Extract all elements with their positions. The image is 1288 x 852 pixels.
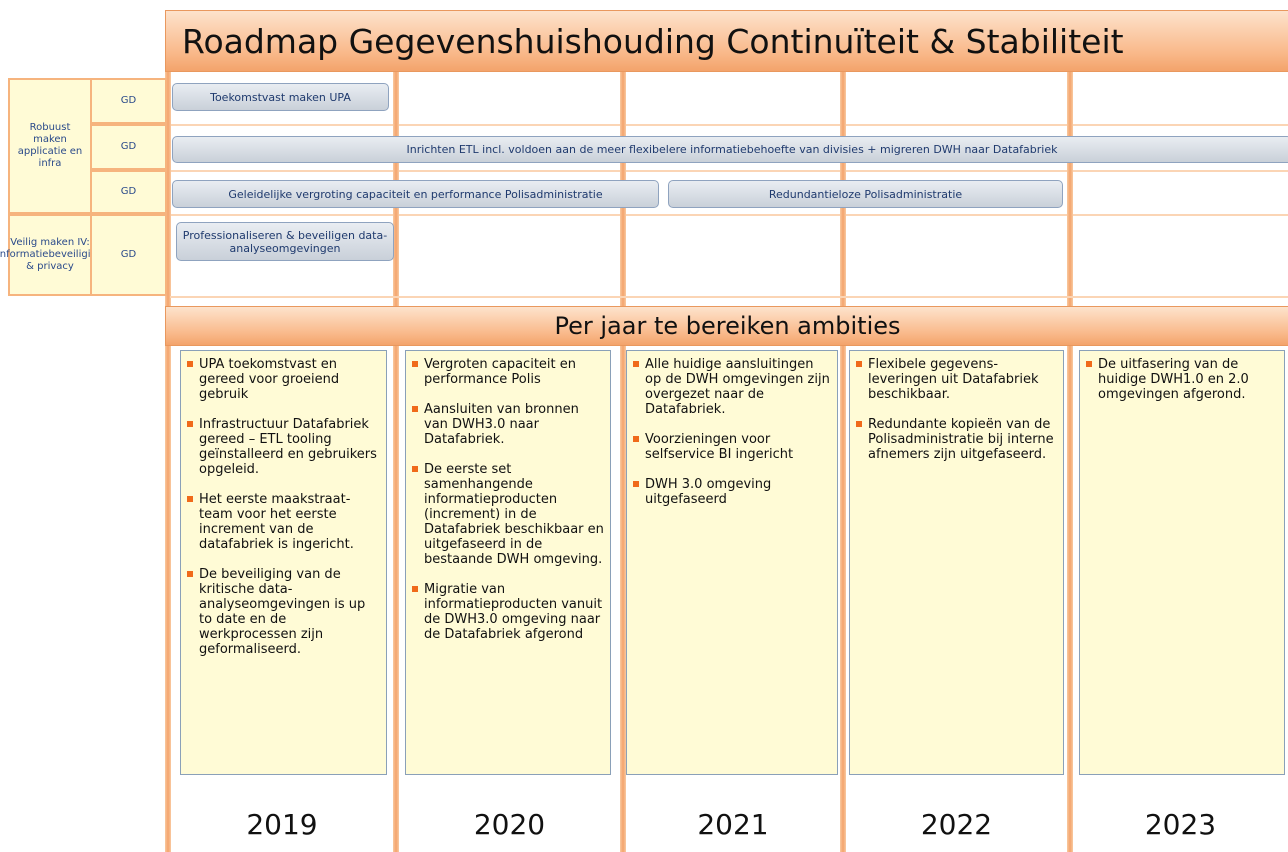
ambition-item: Flexibele gegevens-leveringen uit Datafa…	[856, 357, 1057, 402]
year-separator	[1067, 346, 1073, 852]
ambition-box: Vergroten capaciteit en performance Poli…	[405, 350, 611, 775]
year-separator	[840, 346, 846, 852]
ambition-item: Vergroten capaciteit en performance Poli…	[412, 357, 604, 387]
ambitions-title: Per jaar te bereiken ambities	[165, 306, 1288, 346]
ambition-item: Alle huidige aansluitingen op de DWH omg…	[633, 357, 831, 417]
year-label: 2019	[246, 808, 318, 841]
row-label: GD	[90, 214, 167, 296]
row-label: GD	[90, 78, 167, 124]
ambition-item: Redundante kopieën van de Polisadministr…	[856, 417, 1057, 462]
ambition-box: Flexibele gegevens-leveringen uit Datafa…	[849, 350, 1064, 775]
ambition-item: De uitfasering van de huidige DWH1.0 en …	[1086, 357, 1278, 402]
roadmap-bar: Toekomstvast maken UPA	[172, 83, 389, 111]
ambition-box: UPA toekomstvast en gereed voor groeiend…	[180, 350, 387, 775]
year-label: 2020	[473, 808, 546, 841]
ambition-item: Aansluiten van bronnen van DWH3.0 naar D…	[412, 402, 604, 447]
row-line	[170, 124, 1288, 126]
group-label: Robuust maken applicatie en infra	[8, 78, 92, 214]
ambition-item: Voorzieningen voor selfservice BI ingeri…	[633, 432, 831, 462]
ambition-item: De beveiliging van de kritische data-ana…	[187, 567, 380, 657]
ambition-item: Migratie van informatieproducten vanuit …	[412, 582, 604, 642]
ambition-item: UPA toekomstvast en gereed voor groeiend…	[187, 357, 380, 402]
year-separator	[1067, 72, 1073, 306]
year-separator	[620, 346, 626, 852]
row-label: GD	[90, 170, 167, 214]
title: Roadmap Gegevenshuishouding Continuïteit…	[165, 10, 1288, 72]
ambition-item: De eerste set samenhangende informatiepr…	[412, 462, 604, 567]
year-label: 2023	[1144, 808, 1217, 841]
row-label: GD	[90, 124, 167, 170]
row-line	[170, 170, 1288, 172]
ambition-item: Infrastructuur Datafabriek gereed – ETL …	[187, 417, 380, 477]
year-separator	[165, 72, 171, 306]
row-line	[170, 296, 1288, 298]
ambition-list: De uitfasering van de huidige DWH1.0 en …	[1086, 357, 1278, 402]
ambition-box: De uitfasering van de huidige DWH1.0 en …	[1079, 350, 1285, 775]
ambition-list: Flexibele gegevens-leveringen uit Datafa…	[856, 357, 1057, 462]
year-separator	[393, 346, 399, 852]
ambition-list: Alle huidige aansluitingen op de DWH omg…	[633, 357, 831, 507]
ambition-box: Alle huidige aansluitingen op de DWH omg…	[626, 350, 838, 775]
roadmap-bar: Inrichten ETL incl. voldoen aan de meer …	[172, 136, 1288, 163]
ambition-item: DWH 3.0 omgeving uitgefaseerd	[633, 477, 831, 507]
year-separator	[165, 346, 171, 852]
roadmap-bar: Geleidelijke vergroting capaciteit en pe…	[172, 180, 659, 208]
group-label: Veilig maken IV: Informatiebeveiliging &…	[0, 214, 103, 296]
row-line	[170, 214, 1288, 216]
year-label: 2021	[697, 808, 769, 841]
roadmap-bar: Professionaliseren & beveiligen data-ana…	[176, 222, 394, 261]
ambition-item: Het eerste maakstraat-team voor het eers…	[187, 492, 380, 552]
ambition-list: UPA toekomstvast en gereed voor groeiend…	[187, 357, 380, 657]
roadmap-bar: Redundantieloze Polisadministratie	[668, 180, 1063, 208]
ambition-list: Vergroten capaciteit en performance Poli…	[412, 357, 604, 642]
year-label: 2022	[920, 808, 993, 841]
